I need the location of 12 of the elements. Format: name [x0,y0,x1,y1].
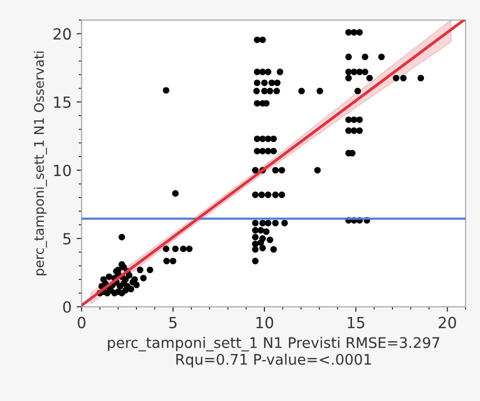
x-tick-label: 20 [438,316,456,328]
y-tick-label: 15 [54,96,71,108]
x-tick-label: 5 [169,316,177,328]
y-tick-label: 0 [63,301,71,313]
y-tick-label: 10 [54,164,71,176]
y-tick-label: 20 [54,28,71,40]
x-tick-label: 15 [348,316,364,328]
y-tick-label: 5 [63,233,71,245]
y-axis-title: perc_tamponi_sett_1 N1 Osservati [34,52,47,276]
x-axis-title: perc_tamponi_sett_1 N1 Previsti RMSE=3.297 Rqu=0.71 P-value=<.0001 [108,336,440,368]
x-tick-label: 0 [78,316,86,328]
x-tick-label: 10 [256,316,274,328]
